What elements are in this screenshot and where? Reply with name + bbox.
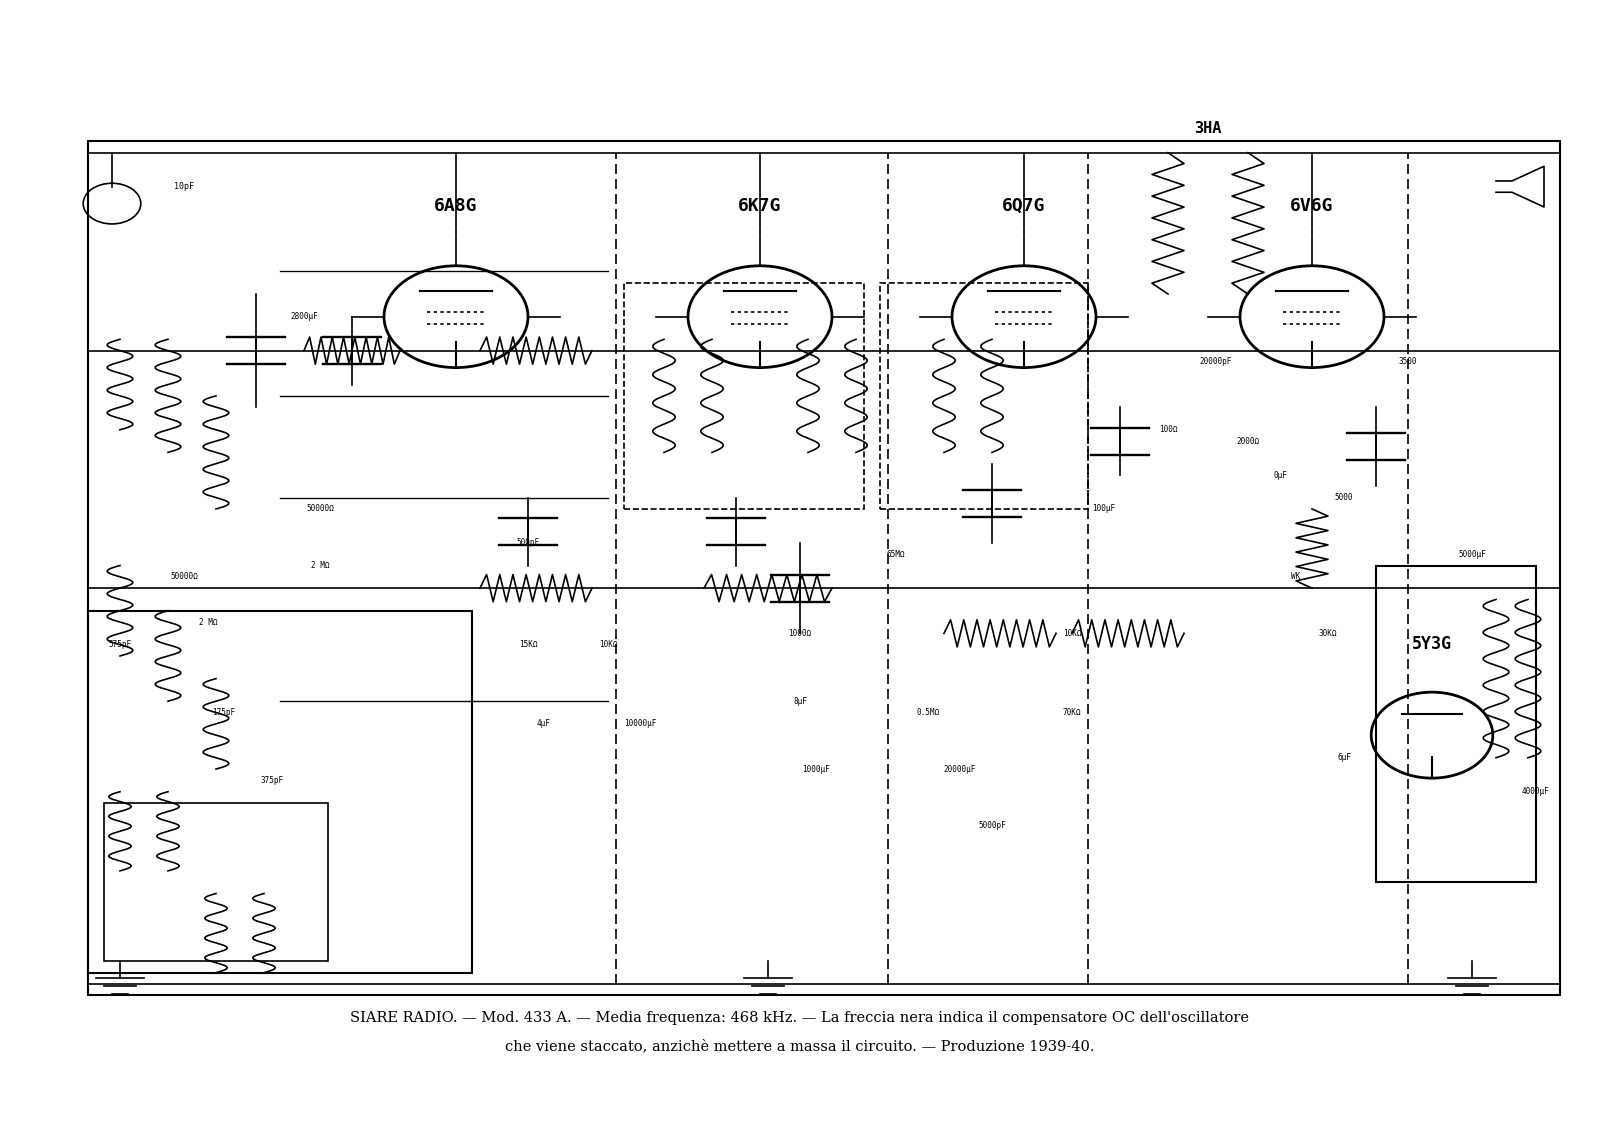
Text: 5000: 5000 [1334, 493, 1354, 502]
Text: 1000Ω: 1000Ω [789, 629, 811, 638]
Text: 10pF: 10pF [174, 182, 194, 191]
Text: 3500: 3500 [1398, 357, 1418, 366]
Text: 70KΩ: 70KΩ [1062, 708, 1082, 717]
Text: 2000Ω: 2000Ω [1237, 437, 1259, 446]
Text: 2800µF: 2800µF [290, 312, 318, 321]
Text: 5Y3G: 5Y3G [1413, 634, 1453, 653]
Text: 375pF: 375pF [261, 776, 283, 785]
Text: WK: WK [1291, 572, 1301, 581]
Text: 10KΩ: 10KΩ [598, 640, 618, 649]
Text: 2 MΩ: 2 MΩ [310, 561, 330, 570]
Text: 100Ω: 100Ω [1158, 425, 1178, 434]
Text: 50000Ω: 50000Ω [170, 572, 198, 581]
Text: 10000µF: 10000µF [624, 719, 656, 728]
Text: 0µF: 0µF [1274, 470, 1286, 480]
Text: 6Q7G: 6Q7G [1002, 197, 1046, 215]
Text: 4µF: 4µF [538, 719, 550, 728]
Text: 8µF: 8µF [794, 697, 806, 706]
Text: 50000Ω: 50000Ω [306, 504, 334, 513]
Text: che viene staccato, anzichè mettere a massa il circuito. — Produzione 1939-40.: che viene staccato, anzichè mettere a ma… [506, 1039, 1094, 1053]
Text: 3HA: 3HA [1194, 121, 1222, 136]
Text: 65MΩ: 65MΩ [886, 550, 906, 559]
Text: 500pF: 500pF [517, 538, 539, 547]
Text: 6V6G: 6V6G [1290, 197, 1334, 215]
Text: 2 MΩ: 2 MΩ [198, 618, 218, 627]
Text: 15KΩ: 15KΩ [518, 640, 538, 649]
Text: 6A8G: 6A8G [434, 197, 478, 215]
Text: 6µF: 6µF [1338, 753, 1350, 762]
Text: 1000µF: 1000µF [802, 765, 830, 774]
Text: SIARE RADIO. — Mod. 433 A. — Media frequenza: 468 kHz. — La freccia nera indica : SIARE RADIO. — Mod. 433 A. — Media frequ… [350, 1011, 1250, 1025]
Text: 10KΩ: 10KΩ [1062, 629, 1082, 638]
Text: 575pF: 575pF [109, 640, 131, 649]
Text: 4000µF: 4000µF [1522, 787, 1550, 796]
Text: 5000pF: 5000pF [978, 821, 1006, 830]
Text: 175pF: 175pF [213, 708, 235, 717]
Text: 20000µF: 20000µF [944, 765, 976, 774]
Text: 20000pF: 20000pF [1200, 357, 1232, 366]
Text: 0.5MΩ: 0.5MΩ [917, 708, 939, 717]
Text: 6K7G: 6K7G [738, 197, 782, 215]
Text: 5000µF: 5000µF [1458, 550, 1486, 559]
Text: 30KΩ: 30KΩ [1318, 629, 1338, 638]
Text: 100µF: 100µF [1093, 504, 1115, 513]
